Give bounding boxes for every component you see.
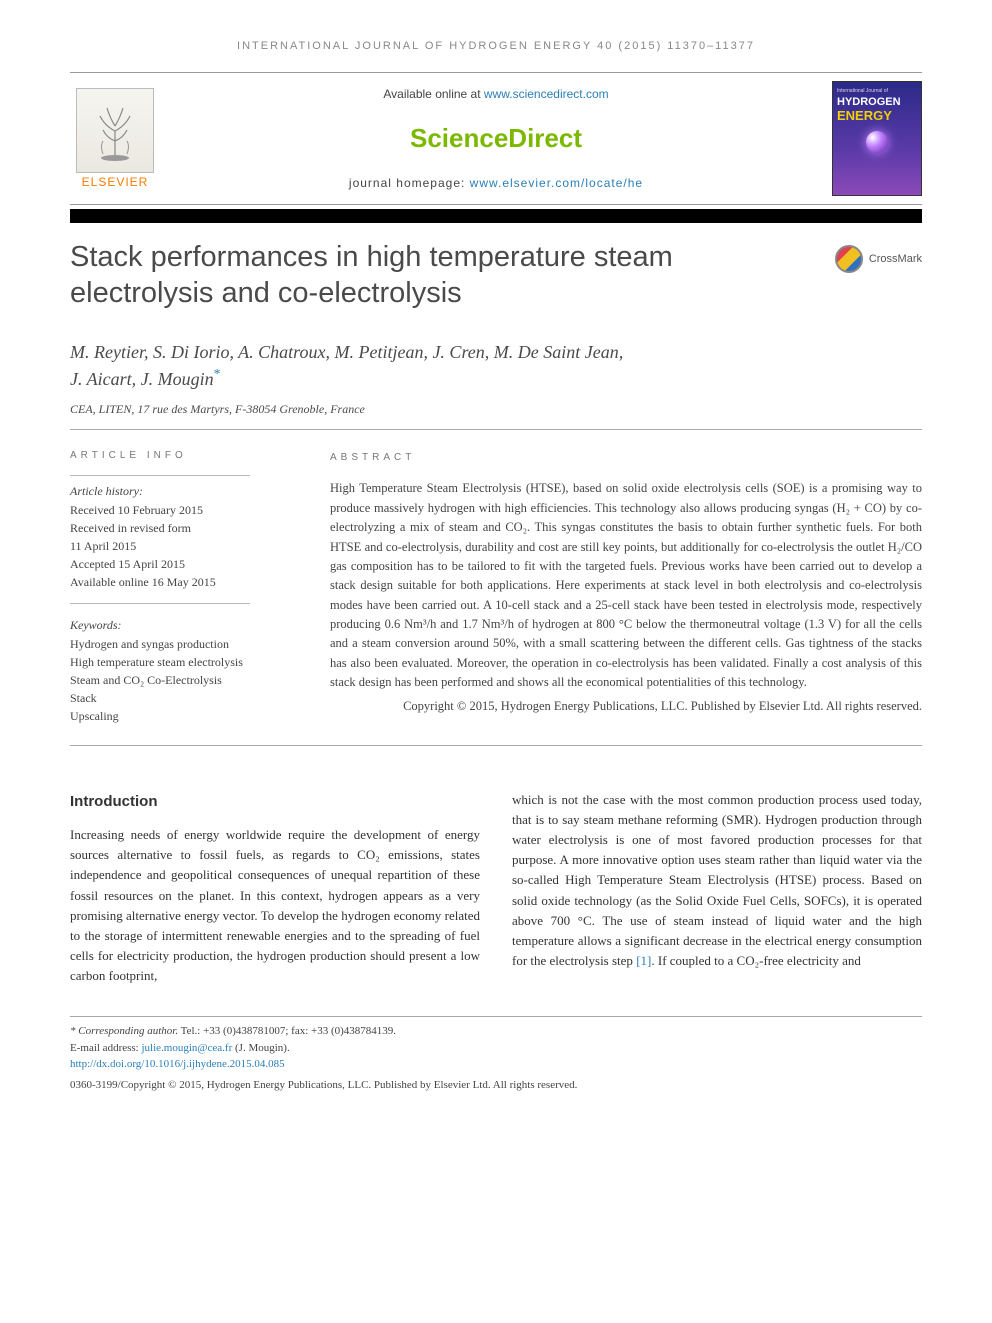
authors-names-2: J. Aicart, J. Mougin — [70, 369, 214, 389]
bottom-copyright: 0360-3199/Copyright © 2015, Hydrogen Ene… — [70, 1077, 922, 1094]
article-title: Stack performances in high temperature s… — [70, 239, 815, 312]
keyword: Stack — [70, 689, 290, 707]
info-abstract-row: ARTICLE INFO Article history: Received 1… — [70, 450, 922, 745]
journal-homepage-line: journal homepage: www.elsevier.com/locat… — [160, 176, 832, 190]
footnotes: * Corresponding author. Tel.: +33 (0)438… — [70, 1016, 922, 1093]
article-info: ARTICLE INFO Article history: Received 1… — [70, 450, 290, 725]
doi-link[interactable]: http://dx.doi.org/10.1016/j.ijhydene.201… — [70, 1058, 285, 1070]
sciencedirect-word: ScienceDirect — [410, 123, 582, 153]
abstract: ABSTRACT High Temperature Steam Electrol… — [330, 450, 922, 725]
authors: M. Reytier, S. Di Iorio, A. Chatroux, M.… — [70, 340, 922, 392]
corresponding-author-note: * Corresponding author. Tel.: +33 (0)438… — [70, 1023, 922, 1040]
info-divider-2 — [70, 603, 250, 604]
history-item: Received in revised form — [70, 519, 290, 537]
intro-text-2a: which is not the case with the most comm… — [512, 792, 922, 968]
sciencedirect-url-link[interactable]: www.sciencedirect.com — [484, 87, 609, 101]
sciencedirect-logo: ScienceDirect — [160, 123, 832, 154]
page: INTERNATIONAL JOURNAL OF HYDROGEN ENERGY… — [0, 0, 992, 1123]
elsevier-logo: ELSEVIER — [70, 81, 160, 196]
cover-energy: ENERGY — [837, 108, 917, 123]
crossmark-icon — [835, 245, 863, 273]
keyword: High temperature steam electrolysis — [70, 653, 290, 671]
corr-detail: Tel.: +33 (0)438781007; fax: +33 (0)4387… — [178, 1025, 396, 1037]
keyword: Steam and CO₂ Co-Electrolysis — [70, 671, 290, 689]
history-label: Article history: — [70, 484, 290, 499]
masthead-center: Available online at www.sciencedirect.co… — [160, 81, 832, 196]
crossmark-widget[interactable]: CrossMark — [835, 245, 922, 273]
crossmark-label: CrossMark — [869, 253, 922, 265]
elsevier-tree-icon — [76, 88, 154, 173]
history-item: Received 10 February 2015 — [70, 501, 290, 519]
authors-line-2: J. Aicart, J. Mougin* — [70, 365, 922, 392]
journal-homepage-link[interactable]: www.elsevier.com/locate/he — [470, 176, 643, 190]
black-divider-bar — [70, 209, 922, 223]
rule-above-abstract — [70, 429, 922, 430]
abstract-copyright: Copyright © 2015, Hydrogen Energy Public… — [330, 697, 922, 716]
body-column-left: Introduction Increasing needs of energy … — [70, 790, 480, 986]
email-link[interactable]: julie.mougin@cea.fr — [141, 1042, 232, 1054]
keyword: Upscaling — [70, 707, 290, 725]
running-head: INTERNATIONAL JOURNAL OF HYDROGEN ENERGY… — [70, 40, 922, 52]
corresponding-mark: * — [214, 367, 221, 382]
email-suffix: (J. Mougin). — [232, 1042, 289, 1054]
cover-hydrogen: HYDROGEN — [837, 96, 917, 108]
rule-below-abstract — [70, 745, 922, 746]
keyword: Hydrogen and syngas production — [70, 635, 290, 653]
history-item: 11 April 2015 — [70, 537, 290, 555]
corr-label: * Corresponding author. — [70, 1025, 178, 1037]
elsevier-wordmark: ELSEVIER — [82, 175, 149, 189]
history-item: Available online 16 May 2015 — [70, 573, 290, 591]
introduction-heading: Introduction — [70, 790, 480, 813]
info-divider-1 — [70, 475, 250, 476]
body-columns: Introduction Increasing needs of energy … — [70, 790, 922, 986]
masthead: ELSEVIER Available online at www.science… — [70, 72, 922, 205]
ref-1-link[interactable]: [1] — [636, 953, 651, 968]
abstract-text: High Temperature Steam Electrolysis (HTS… — [330, 479, 922, 692]
cover-top-line: International Journal of — [837, 88, 917, 94]
authors-line-1: M. Reytier, S. Di Iorio, A. Chatroux, M.… — [70, 340, 922, 365]
intro-paragraph-2: which is not the case with the most comm… — [512, 790, 922, 971]
history-item: Accepted 15 April 2015 — [70, 555, 290, 573]
email-label: E-mail address: — [70, 1042, 141, 1054]
homepage-prefix: journal homepage: — [349, 176, 470, 190]
article-info-heading: ARTICLE INFO — [70, 450, 290, 461]
available-prefix: Available online at — [383, 87, 484, 101]
cover-orb-icon — [866, 131, 888, 153]
email-line: E-mail address: julie.mougin@cea.fr (J. … — [70, 1040, 922, 1057]
affiliation: CEA, LITEN, 17 rue des Martyrs, F-38054 … — [70, 402, 922, 429]
journal-cover-thumbnail: International Journal of HYDROGEN ENERGY — [832, 81, 922, 196]
keywords-label: Keywords: — [70, 618, 290, 633]
intro-text-2b: . If coupled to a CO₂-free electricity a… — [651, 953, 861, 968]
title-block: Stack performances in high temperature s… — [70, 239, 922, 312]
intro-paragraph-1: Increasing needs of energy worldwide req… — [70, 825, 480, 986]
abstract-heading: ABSTRACT — [330, 450, 922, 466]
available-online-line: Available online at www.sciencedirect.co… — [160, 87, 832, 101]
body-column-right: which is not the case with the most comm… — [512, 790, 922, 986]
